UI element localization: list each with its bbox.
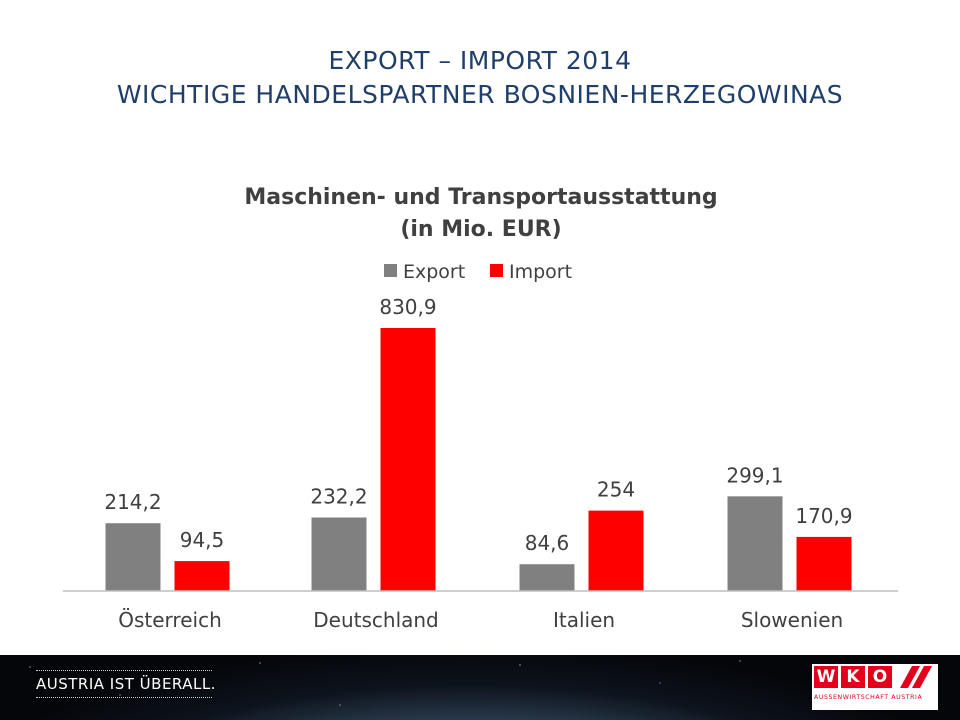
legend-swatch-export [384,264,397,277]
slide-title-line1: EXPORT – IMPORT 2014 [328,46,632,75]
bar-chart: Maschinen- und Transportausstattung (in … [63,185,898,632]
footer-banner: AUSTRIA IST ÜBERALL. [0,655,960,720]
chart-title: Maschinen- und Transportausstattung [244,185,717,210]
data-label-import-osterreich: 94,5 [180,528,225,552]
wko-logo: W K O AUSSENWIRTSCHAFT AUSTRIA [812,664,938,710]
bar-import-slowenien [796,536,852,591]
legend-label-export: Export [403,261,465,283]
logo-letter-o: O [868,666,892,688]
x-tick-label-osterreich: Österreich [118,608,222,632]
logo-letter-k: K [841,666,865,688]
footer-tagline: AUSTRIA IST ÜBERALL. [36,675,216,693]
data-label-export-osterreich: 214,2 [104,490,161,514]
data-label-import-slowenien: 170,9 [795,504,852,528]
bar-import-deutschland [380,328,436,591]
logo-slash-icon [900,666,932,688]
bar-export-deutschland [311,517,367,591]
data-label-export-italien: 84,6 [525,531,570,555]
slide-title-line2: WICHTIGE HANDELSPARTNER BOSNIEN-HERZEGOW… [116,80,844,109]
x-axis-labels: Österreich Deutschland Italien Slowenien [118,608,843,632]
data-label-import-deutschland: 830,9 [379,295,436,319]
logo-letter-w: W [814,666,838,688]
data-label-import-italien: 254 [597,478,635,502]
chart-bars: 214,2 232,2 84,6 299,1 94,5 830,9 254 170,9 [104,295,853,591]
bar-export-osterreich [105,523,161,591]
bar-import-osterreich [174,561,230,591]
footer-starfield [0,655,960,720]
logo-subtext: AUSSENWIRTSCHAFT AUSTRIA [814,694,923,701]
chart-legend: Export Import [384,261,572,283]
bar-export-italien [519,564,575,591]
data-label-export-deutschland: 232,2 [310,485,367,509]
x-tick-label-slowenien: Slowenien [741,608,843,632]
x-tick-label-italien: Italien [553,608,615,632]
x-tick-label-deutschland: Deutschland [313,608,439,632]
legend-label-import: Import [509,261,572,283]
bar-export-slowenien [727,496,783,591]
legend-swatch-import [490,264,503,277]
bar-import-italien [588,510,644,591]
slide-title: EXPORT – IMPORT 2014 WICHTIGE HANDELSPAR… [0,44,960,112]
footer-divider-top [36,670,212,671]
footer-divider-bottom [36,697,212,698]
chart-subtitle: (in Mio. EUR) [400,217,561,242]
data-label-export-slowenien: 299,1 [726,463,783,487]
